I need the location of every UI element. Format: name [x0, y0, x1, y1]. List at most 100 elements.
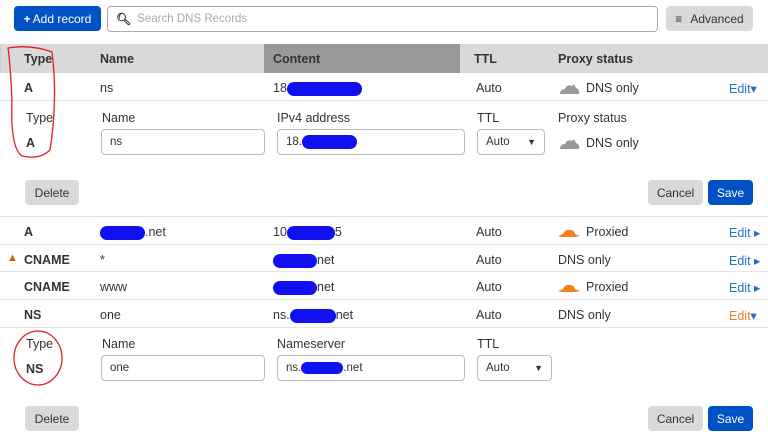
- ttl-value: Auto: [486, 362, 510, 374]
- record-type: NS: [24, 308, 42, 322]
- redaction: [286, 225, 335, 240]
- search-placeholder: Search DNS Records: [137, 13, 248, 25]
- search-input[interactable]: 🔍︎ Search DNS Records: [107, 6, 658, 32]
- record-name: *: [100, 253, 105, 267]
- record-type: CNAME: [24, 253, 70, 267]
- record-name: one: [100, 308, 121, 322]
- record-ttl: Auto: [476, 308, 502, 322]
- table-row[interactable]: A .net 10 5 Auto Proxied Edit ▸: [0, 217, 768, 245]
- ipv4-value: 18.: [286, 136, 302, 148]
- save-button[interactable]: Save: [708, 180, 753, 205]
- type-value: A: [26, 136, 36, 150]
- cloud-gray-icon: [560, 83, 580, 94]
- record-name: ns: [100, 81, 114, 95]
- caret-right-icon: ▸: [754, 254, 761, 268]
- record-name: .net: [100, 225, 166, 240]
- content-text-suffix: 5: [334, 225, 342, 239]
- ttl-label: TTL: [477, 111, 500, 125]
- caret-right-icon: ▸: [754, 281, 761, 295]
- col-name[interactable]: Name: [100, 52, 135, 66]
- dropdown-arrow-icon: ▼: [527, 137, 536, 147]
- proxy-toggle[interactable]: DNS only: [558, 136, 639, 150]
- redaction: [273, 253, 317, 268]
- delete-button[interactable]: Delete: [25, 180, 79, 205]
- record-proxy: Proxied: [558, 225, 628, 239]
- record-type: A: [24, 81, 34, 95]
- advanced-button[interactable]: ≡ Advanced: [666, 6, 753, 31]
- proxy-text: Proxied: [586, 280, 629, 294]
- edit-button[interactable]: Edit▾: [729, 81, 757, 96]
- advanced-label: Advanced: [690, 11, 744, 26]
- ipv4-input[interactable]: 18.: [277, 129, 465, 155]
- edit-button[interactable]: Edit ▸: [729, 280, 760, 295]
- redaction: [302, 135, 357, 149]
- save-button[interactable]: Save: [708, 406, 753, 431]
- name-text: .net: [145, 225, 166, 239]
- record-content: net: [273, 253, 334, 268]
- search-icon: 🔍︎: [116, 12, 132, 26]
- col-proxy[interactable]: Proxy status: [558, 52, 634, 66]
- col-ttl[interactable]: TTL: [474, 52, 497, 66]
- name-value: one: [110, 362, 130, 374]
- col-type[interactable]: Type: [24, 52, 53, 66]
- record-proxy: Proxied: [558, 280, 628, 294]
- edit-button-active[interactable]: Edit▾: [729, 308, 757, 323]
- record-content: 10 5: [273, 225, 342, 240]
- ttl-select[interactable]: Auto ▼: [477, 355, 552, 381]
- redaction: [273, 280, 317, 295]
- name-input[interactable]: one: [101, 355, 265, 381]
- col-content[interactable]: Content: [273, 52, 321, 66]
- edit-label: Edit: [729, 226, 751, 240]
- record-ttl: Auto: [476, 253, 502, 267]
- table-row[interactable]: CNAME www net Auto Proxied Edit ▸: [0, 272, 768, 300]
- table-row[interactable]: A ns 18. Auto DNS only Edit▾: [0, 73, 768, 101]
- edit-label: Edit: [729, 82, 751, 96]
- nameserver-input[interactable]: ns. .net: [277, 355, 465, 381]
- record-content: ns. net: [273, 308, 353, 323]
- redaction: [289, 308, 336, 323]
- cancel-button[interactable]: Cancel: [648, 180, 703, 205]
- content-text: 10: [273, 225, 287, 239]
- cancel-button[interactable]: Cancel: [648, 406, 703, 431]
- record-ttl: Auto: [476, 81, 502, 95]
- redaction: [287, 81, 363, 96]
- record-ttl: Auto: [476, 225, 502, 239]
- ttl-select[interactable]: Auto ▼: [477, 129, 545, 155]
- edit-label: Edit: [729, 254, 751, 268]
- record-proxy: DNS only: [558, 81, 639, 95]
- record-content: 18.: [273, 81, 363, 96]
- warning-icon: ▲: [7, 252, 18, 264]
- content-column-sorted: [264, 44, 460, 73]
- delete-button[interactable]: Delete: [25, 406, 79, 431]
- name-input[interactable]: ns: [101, 129, 265, 155]
- type-label: Type: [26, 337, 54, 351]
- edit-button[interactable]: Edit ▸: [729, 253, 760, 268]
- redaction: [100, 225, 145, 240]
- content-text: net: [317, 253, 335, 267]
- table-row[interactable]: NS one ns. net Auto DNS only Edit▾: [0, 300, 768, 328]
- ipv4-label: IPv4 address: [277, 111, 350, 125]
- content-text-suffix: net: [335, 308, 354, 322]
- plus-icon: +: [23, 11, 31, 26]
- table-row[interactable]: ▲ CNAME * net Auto DNS only Edit ▸: [0, 245, 768, 272]
- dropdown-arrow-icon: ▼: [534, 363, 543, 373]
- caret-down-icon: ▾: [750, 309, 757, 323]
- name-label: Name: [102, 337, 136, 351]
- redaction: [301, 362, 344, 374]
- caret-right-icon: ▸: [754, 226, 761, 240]
- nameserver-label: Nameserver: [277, 337, 346, 351]
- proxy-label: Proxy status: [558, 111, 627, 125]
- record-type: A: [24, 225, 34, 239]
- edit-button[interactable]: Edit ▸: [729, 225, 760, 240]
- name-value: ns: [110, 136, 123, 148]
- add-record-label: Add record: [32, 11, 92, 26]
- nameserver-suffix: .net: [343, 362, 363, 374]
- ttl-value: Auto: [486, 136, 510, 148]
- record-type: CNAME: [24, 280, 70, 294]
- add-record-button[interactable]: + Add record: [14, 6, 101, 31]
- record-proxy: DNS only: [558, 253, 611, 267]
- proxy-text: DNS only: [586, 136, 639, 150]
- proxy-text: Proxied: [586, 225, 629, 239]
- edit-panel-ns: Type NS Name one Nameserver ns. .net TTL …: [0, 328, 768, 442]
- caret-down-icon: ▾: [750, 82, 757, 96]
